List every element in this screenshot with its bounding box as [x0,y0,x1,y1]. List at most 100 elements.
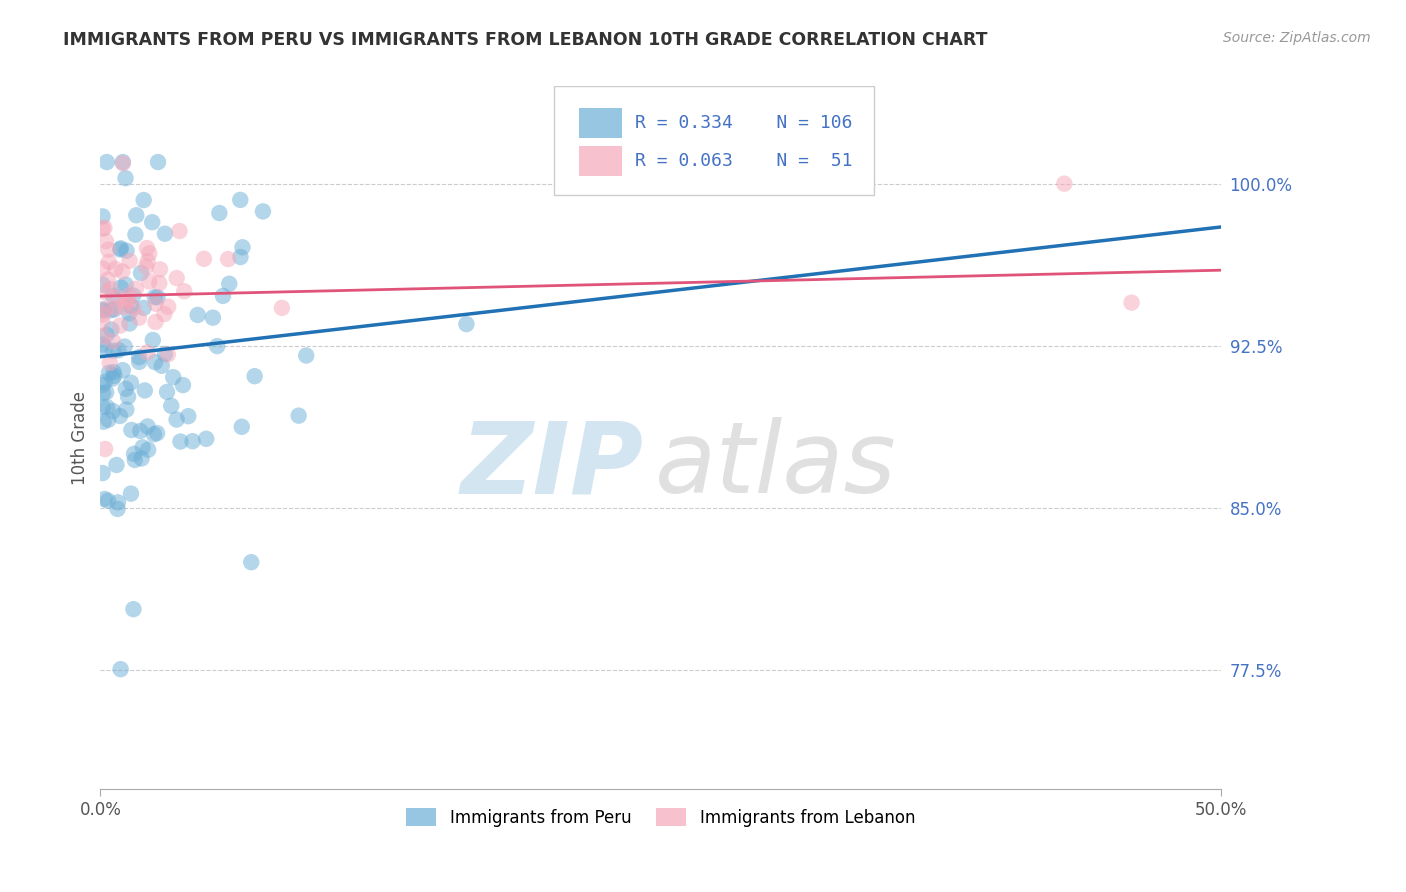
Point [115,244,138,258]
Point [117,390,139,404]
Point [295,349,318,363]
Point [131,440,153,454]
Point [111,363,134,377]
Point [240,555,263,569]
Point [166,412,188,426]
Point [101,334,124,349]
Point [110,662,132,676]
Point [93,220,115,235]
Point [97,413,120,427]
Point [128,350,150,364]
Point [91,221,114,235]
Point [94,301,117,316]
Point [212,289,235,303]
Point [103,368,125,383]
Point [100,282,122,296]
Point [187,308,209,322]
Point [108,318,131,333]
Point [96,327,118,342]
Point [142,427,165,442]
Point [169,224,191,238]
Point [173,284,195,298]
Point [229,250,252,264]
Text: R = 0.334    N = 106: R = 0.334 N = 106 [636,114,852,132]
Bar [579,108,621,137]
Point [156,347,179,361]
Point [136,254,159,268]
Text: Source: ZipAtlas.com: Source: ZipAtlas.com [1223,31,1371,45]
Point [231,240,253,254]
Point [122,301,145,315]
Point [107,502,129,516]
Point [110,280,132,294]
Point [118,253,141,268]
Point [160,399,183,413]
Point [91,261,114,276]
Point [114,339,136,353]
Point [157,300,180,314]
Point [105,458,128,472]
Point [110,241,132,255]
Point [136,241,159,255]
Point [132,301,155,315]
Point [104,301,127,315]
Point [1053,177,1076,191]
Point [100,322,122,336]
Point [91,210,114,224]
Point [94,341,117,355]
Point [205,339,228,353]
Point [122,602,145,616]
Point [218,277,240,291]
Point [107,343,129,358]
Point [156,384,179,399]
Point [114,382,136,396]
Point [153,227,176,241]
Point [97,273,120,287]
Point [146,426,169,441]
Point [97,243,120,257]
Point [101,343,124,358]
Point [145,296,167,310]
Point [153,347,176,361]
Point [195,432,218,446]
Point [150,359,173,373]
Point [91,329,114,343]
Point [128,355,150,369]
Point [96,155,118,169]
Y-axis label: 10th Grade: 10th Grade [72,391,89,484]
Point [118,306,141,320]
Point [134,384,156,398]
Point [172,378,194,392]
Point [120,376,142,390]
Point [136,345,159,359]
Point [111,264,134,278]
Text: R = 0.063    N =  51: R = 0.063 N = 51 [636,152,852,169]
Point [138,246,160,260]
Point [201,310,224,325]
Text: ZIP: ZIP [461,417,644,515]
Point [91,337,114,351]
Point [153,307,176,321]
Point [100,303,122,318]
Point [118,288,141,302]
Point [91,378,114,392]
Point [114,277,136,292]
Point [252,204,274,219]
Point [115,294,138,309]
Point [101,288,124,302]
Point [114,171,136,186]
Point [193,252,215,266]
Point [107,495,129,509]
Point [124,453,146,467]
Point [111,156,134,170]
Point [91,277,114,292]
Point [129,424,152,438]
Point [231,419,253,434]
Point [93,303,115,318]
Point [91,308,114,322]
Point [122,288,145,302]
Point [91,302,114,317]
Point [177,409,200,424]
Point [94,285,117,300]
Point [287,409,309,423]
